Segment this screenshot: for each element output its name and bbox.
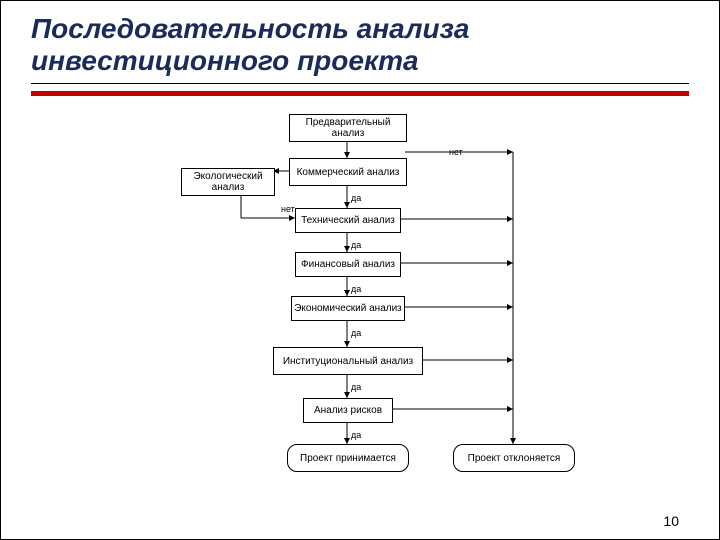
label-yes-0: да xyxy=(351,193,361,203)
rule-accent xyxy=(31,91,689,96)
label-yes-1: да xyxy=(351,240,361,250)
node-eco: Экологический анализ xyxy=(181,168,275,196)
node-n2: Коммерческий анализ xyxy=(289,158,407,186)
label-yes-3: да xyxy=(351,328,361,338)
node-n3: Технический анализ xyxy=(295,208,401,233)
flowchart: Предварительный анализ Коммерческий анали… xyxy=(1,102,720,502)
page-number: 10 xyxy=(663,513,679,529)
node-n5: Экономический анализ xyxy=(291,296,405,321)
node-n1: Предварительный анализ xyxy=(289,114,407,142)
node-n4: Финансовый анализ xyxy=(295,252,401,277)
label-yes-2: да xyxy=(351,284,361,294)
slide-title: Последовательность анализа инвестиционно… xyxy=(1,1,719,83)
label-no-0: нет xyxy=(449,147,463,157)
label-yes-5: да xyxy=(351,430,361,440)
node-n6: Институциональный анализ xyxy=(273,347,423,375)
node-acc: Проект принимается xyxy=(287,444,409,472)
node-rej: Проект отклоняется xyxy=(453,444,575,472)
node-n7: Анализ рисков xyxy=(303,398,393,423)
title-rules xyxy=(1,83,719,102)
label-no-1: нет xyxy=(281,204,295,214)
label-yes-4: да xyxy=(351,382,361,392)
rule-thin xyxy=(31,83,689,84)
